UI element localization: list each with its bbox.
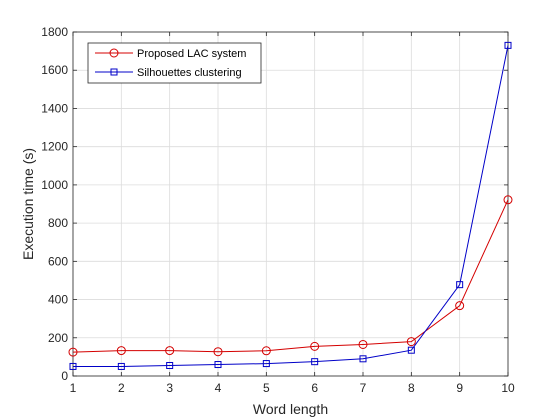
legend-marker-silhouettes: [110, 68, 118, 76]
data-point-silhouettes: [311, 358, 319, 366]
tick-labels: 1 2 3 4 5 6 7 8 9 10 0 200 400 600 800 1000 1200 1400 1600…: [41, 25, 515, 395]
data-point-lac: [165, 346, 175, 356]
data-point-lac: [68, 347, 78, 357]
x-tick-label: 5: [263, 381, 270, 395]
y-tick-label: 0: [61, 369, 68, 383]
data-point-silhouettes: [69, 362, 77, 370]
legend-marker-lac: [109, 48, 119, 58]
y-tick-label: 800: [48, 216, 68, 230]
x-tick-label: 10: [501, 381, 515, 395]
y-tick-label: 400: [48, 293, 68, 307]
x-tick-label: 8: [408, 381, 415, 395]
legend-entry-silhouettes: Silhouettes clustering: [95, 67, 242, 79]
data-point-lac: [116, 346, 126, 356]
y-tick-label: 1200: [41, 140, 68, 154]
legend: Proposed LAC system Silhouettes clusteri…: [87, 42, 262, 84]
series-line-lac: [72, 199, 509, 353]
data-point-silhouettes: [504, 41, 512, 49]
data-point-silhouettes: [117, 362, 125, 370]
data-point-lac: [455, 301, 465, 311]
data-point-lac: [310, 341, 320, 351]
data-point-silhouettes: [214, 361, 222, 369]
data-point-silhouettes: [262, 360, 270, 368]
data-point-lac: [406, 337, 416, 347]
x-tick-label: 9: [456, 381, 463, 395]
data-point-silhouettes: [359, 355, 367, 363]
plot-area: [73, 32, 508, 376]
x-axis-label: Word length: [253, 401, 328, 417]
data-point-silhouettes: [456, 281, 464, 289]
legend-label-silhouettes: Silhouettes clustering: [137, 67, 242, 79]
y-tick-label: 1400: [41, 101, 68, 115]
x-tick-label: 7: [360, 381, 367, 395]
legend-entry-lac: Proposed LAC system: [95, 48, 246, 60]
x-tick-label: 6: [311, 381, 318, 395]
data-point-lac: [503, 195, 513, 205]
y-tick-label: 600: [48, 254, 68, 268]
series-layer: [68, 41, 513, 370]
legend-label-lac: Proposed LAC system: [137, 48, 246, 60]
series-line-silhouettes: [73, 45, 509, 367]
data-point-lac: [213, 347, 223, 357]
x-tick-label: 1: [70, 381, 77, 395]
x-tick-label: 2: [118, 381, 125, 395]
y-tick-label: 1000: [41, 178, 68, 192]
data-point-lac: [358, 339, 368, 349]
data-point-silhouettes: [166, 361, 174, 369]
y-axis-label: Execution time (s): [20, 148, 36, 260]
data-point-silhouettes: [407, 346, 415, 354]
y-tick-label: 200: [48, 331, 68, 345]
x-tick-label: 3: [166, 381, 173, 395]
y-tick-label: 1800: [41, 25, 68, 39]
data-point-lac: [261, 346, 271, 356]
x-tick-label: 4: [215, 381, 222, 395]
y-tick-label: 1600: [41, 63, 68, 77]
